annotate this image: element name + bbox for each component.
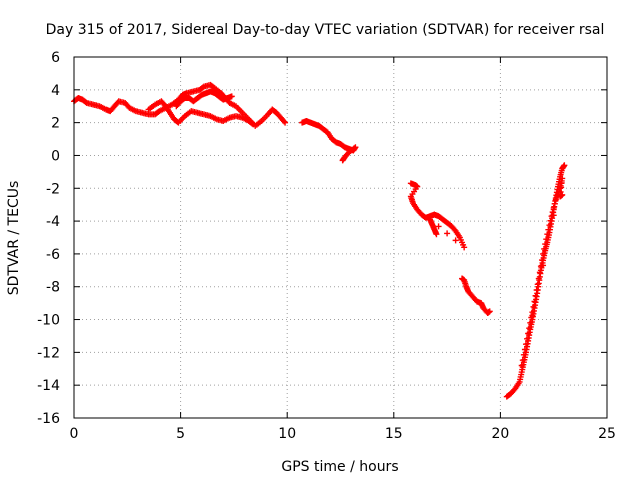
data-point xyxy=(534,281,541,288)
data-point xyxy=(433,231,440,238)
data-point xyxy=(435,223,442,230)
x-tick-label: 25 xyxy=(598,426,616,442)
y-tick-label: -6 xyxy=(46,247,60,263)
y-tick-labels: -16 -14 -12 -10 -8 -6 -4 -2 0 2 4 6 xyxy=(37,50,60,427)
x-tick-label: 0 xyxy=(70,426,79,442)
data-point xyxy=(552,196,559,203)
data-point xyxy=(543,236,550,243)
data-point xyxy=(547,217,554,224)
data-point xyxy=(532,292,539,299)
data-point xyxy=(228,93,235,100)
data-point xyxy=(536,269,543,276)
data-point xyxy=(529,309,536,316)
data-point xyxy=(548,213,555,220)
data-point xyxy=(461,244,468,251)
data-point xyxy=(551,200,558,207)
y-tick-label: -16 xyxy=(37,411,60,427)
data-point xyxy=(549,209,556,216)
x-tick-label: 20 xyxy=(491,426,509,442)
y-tick-label: -10 xyxy=(37,313,60,329)
data-point xyxy=(526,325,533,332)
y-tick-label: -12 xyxy=(37,345,60,361)
data-point xyxy=(281,118,288,125)
x-tick-label: 5 xyxy=(176,426,185,442)
x-tick-label: 10 xyxy=(278,426,296,442)
data-point xyxy=(452,237,459,244)
x-tick-label: 15 xyxy=(385,426,403,442)
data-points xyxy=(71,81,568,400)
plot-frame xyxy=(73,56,608,419)
x-axis-label: GPS time / hours xyxy=(281,459,398,475)
data-point xyxy=(533,287,540,294)
data-point xyxy=(531,298,538,305)
data-point xyxy=(339,157,346,164)
data-point xyxy=(444,230,451,237)
data-point xyxy=(542,241,549,248)
data-point xyxy=(525,330,532,337)
y-axis-label: SDTVAR / TECUs xyxy=(6,181,22,296)
series-arc-4 xyxy=(299,117,359,164)
data-point xyxy=(545,226,552,233)
y-tick-label: 2 xyxy=(51,116,60,132)
data-point xyxy=(527,319,534,326)
data-point xyxy=(537,263,544,270)
data-point xyxy=(486,308,493,315)
y-tick-label: -8 xyxy=(46,280,60,296)
data-point xyxy=(559,191,566,198)
data-point xyxy=(522,341,529,348)
data-point xyxy=(518,362,525,369)
data-point xyxy=(535,275,542,282)
y-tick-label: 4 xyxy=(51,83,60,99)
series-arc-7 xyxy=(503,162,568,400)
data-point xyxy=(250,121,257,128)
y-tick-label: -2 xyxy=(46,181,60,197)
grid-lines xyxy=(74,57,607,418)
y-tick-label: 6 xyxy=(51,50,60,66)
x-tick-labels: 0 5 10 15 20 25 xyxy=(70,426,616,442)
data-point xyxy=(520,351,527,358)
y-tick-label: 0 xyxy=(51,148,60,164)
data-point xyxy=(521,346,528,353)
data-point xyxy=(544,231,551,238)
data-point xyxy=(249,120,256,127)
data-point xyxy=(546,222,553,229)
data-point xyxy=(538,257,545,264)
data-point xyxy=(528,314,535,321)
data-point xyxy=(282,119,289,126)
data-point xyxy=(541,245,548,252)
series-arc-3 xyxy=(173,88,235,110)
data-point xyxy=(550,204,557,211)
data-point xyxy=(519,357,526,364)
series-arc-5 xyxy=(407,180,468,251)
y-tick-label: -14 xyxy=(37,378,60,394)
axis-ticks xyxy=(73,56,608,419)
chart-title: Day 315 of 2017, Sidereal Day-to-day VTE… xyxy=(46,22,605,38)
series-arc-6 xyxy=(459,275,493,316)
series-arc-2 xyxy=(145,98,257,128)
data-point xyxy=(524,335,531,342)
y-tick-label: -4 xyxy=(46,214,60,230)
data-point xyxy=(530,303,537,310)
data-point xyxy=(561,162,568,169)
data-point xyxy=(540,250,547,257)
